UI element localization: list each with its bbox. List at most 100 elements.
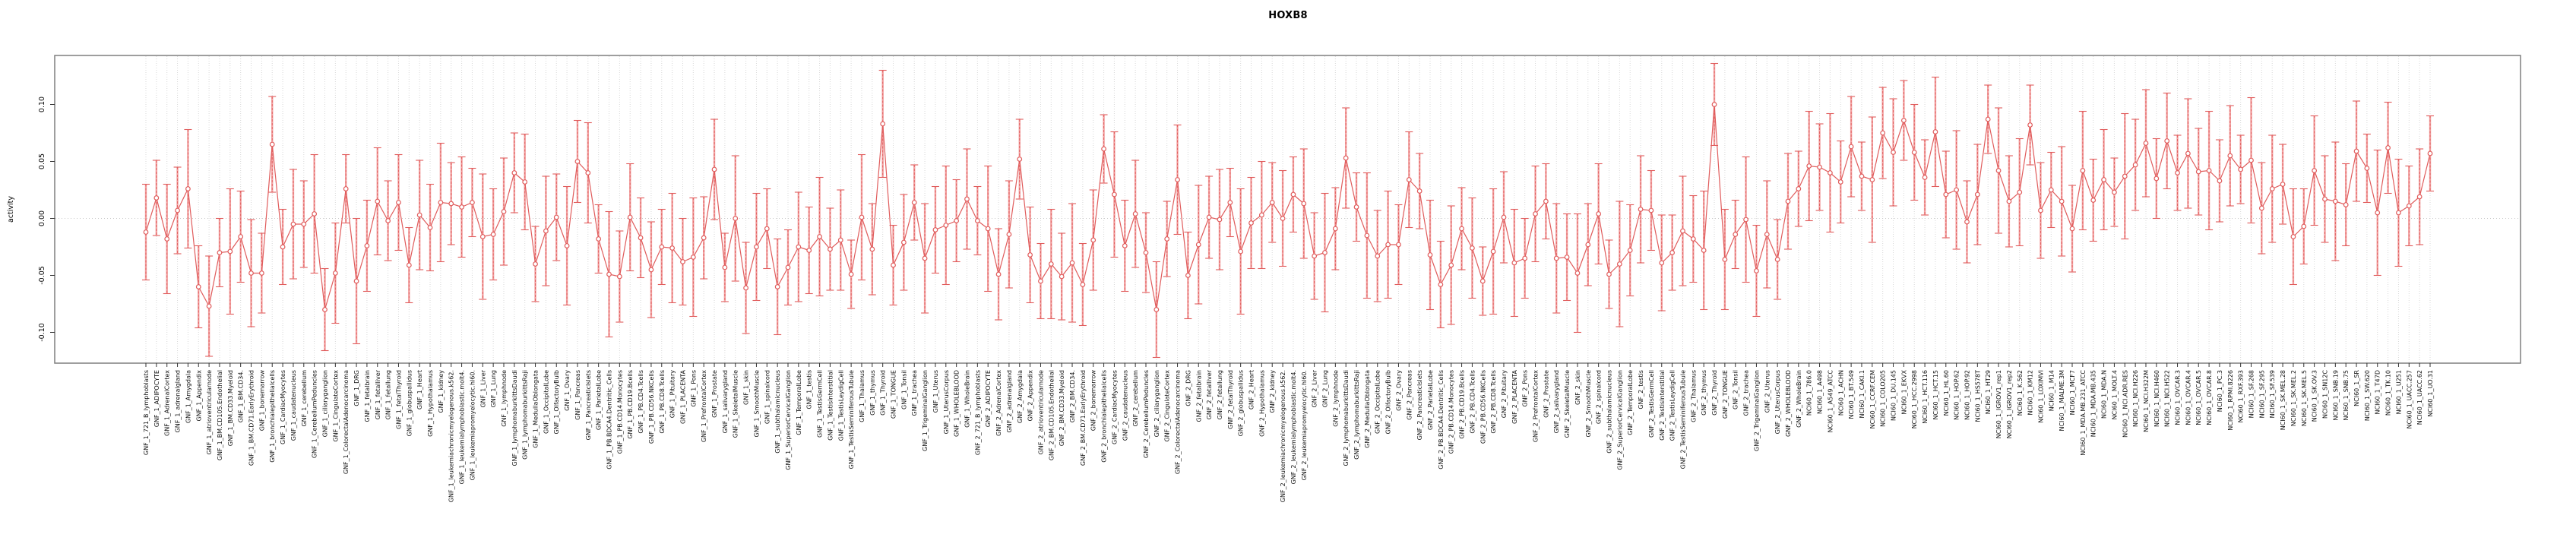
data-point	[2227, 153, 2233, 159]
x-tick-label: GNF_2_kidney	[1269, 370, 1276, 413]
data-point	[869, 246, 875, 252]
data-point	[290, 221, 296, 227]
x-tick-label: GNF_1_TemporalLobe	[796, 370, 802, 435]
x-tick-label: NCI60_1_MDA.N	[2101, 370, 2108, 419]
data-point	[1859, 173, 1865, 179]
data-point	[1943, 191, 1949, 198]
x-tick-label: GNF_1_TestisInterstitial	[827, 370, 834, 441]
data-point	[891, 262, 896, 268]
data-point	[2080, 168, 2086, 173]
x-tick-label: GNF_2_ParietalLobe	[1427, 370, 1434, 430]
x-tick-label: GNF_1_UterusCorpus	[943, 370, 950, 434]
y-tick-label: 0.10	[38, 96, 46, 112]
data-point	[985, 226, 991, 232]
data-point	[385, 218, 391, 223]
data-point	[511, 170, 517, 175]
x-tick-label: GNF_1_fetallung	[385, 370, 392, 419]
data-point	[195, 284, 201, 289]
x-tick-label: NCI60_1_HOP.62	[1954, 370, 1960, 420]
data-point	[964, 196, 970, 202]
x-tick-label: GNF_1_Thalamus	[859, 370, 866, 422]
data-point	[1974, 191, 1980, 198]
x-tick-label: NCI60_1_EKVX	[1900, 369, 1907, 414]
x-tick-label: GNF_2_caudatenucleus	[1122, 370, 1128, 441]
x-tick-label: GNF_1_lymphnode	[501, 370, 508, 427]
data-point	[1490, 248, 1496, 255]
x-tick-label: NCI60_1_T47D	[2375, 370, 2381, 414]
x-tick-label: GNF_1_TestisSeminiferousTubule	[848, 370, 855, 469]
data-point	[1616, 261, 1622, 267]
data-point	[248, 270, 254, 276]
data-point	[1911, 150, 1917, 155]
data-point	[828, 246, 833, 252]
data-point	[2027, 122, 2033, 128]
x-tick-label: GNF_2_Thalamus	[1690, 370, 1697, 422]
data-point	[1869, 177, 1875, 182]
x-tick-label: GNF_2_TestisInterstitial	[1659, 370, 1666, 441]
x-tick-label: NCI60_1_HS578T	[1974, 370, 1981, 422]
data-point	[1932, 129, 1938, 134]
x-tick-label: GNF_2_TONGUE	[1722, 370, 1729, 419]
x-tick-label: NCI60_1_NCI.ADR.RES	[2122, 370, 2128, 438]
x-tick-label: GNF_1_CerebellumPeduncles	[312, 370, 318, 458]
x-tick-label: GNF_1_CingulateCortex	[332, 370, 339, 442]
data-point	[1638, 207, 1644, 212]
x-tick-label: GNF_1_SuperiorCervicalGanglion	[785, 370, 792, 470]
data-point	[2301, 223, 2307, 229]
x-tick-label: GNF_2_PB.CD19.Bcells	[1459, 370, 1466, 439]
x-tick-label: GNF_2_fetalbrain	[1195, 370, 1202, 422]
x-axis: GNF_1_721_B_lymphoblasts GNF_1_ADIPOCYTE G…	[143, 363, 2434, 502]
x-tick-label: GNF_2_CerebellumPeduncles	[1143, 370, 1150, 458]
data-point	[1891, 150, 1896, 155]
x-tick-label: GNF_2_TestisSeminiferousTubule	[1679, 370, 1686, 469]
data-point	[2343, 202, 2349, 207]
x-tick-label: GNF_1_leukemiachronicmyelogenous.k562.	[448, 370, 455, 502]
data-point	[2280, 182, 2286, 187]
y-tick-label: -0.05	[38, 266, 46, 285]
data-point	[774, 284, 780, 289]
data-point	[1227, 200, 1233, 205]
x-tick-label: NCI60_1_IGROV1_rep2	[2006, 370, 2013, 438]
data-point	[258, 270, 264, 276]
x-tick-label: NCI60_1_CCRF.CEM	[1869, 370, 1876, 428]
data-point	[1648, 207, 1654, 213]
x-tick-label: GNF_1_Uterus	[932, 370, 939, 413]
data-point	[2059, 198, 2065, 204]
x-tick-label: GNF_2_thymus	[1701, 370, 1707, 416]
x-tick-label: NCI60_1_A549_ATCC	[1827, 370, 1834, 433]
x-tick-label: NCI60_1_SK.OV.3	[2312, 370, 2318, 422]
data-point	[2175, 170, 2180, 175]
data-point	[1774, 257, 1780, 262]
x-tick-label: NCI60_1_A498	[1817, 370, 1824, 414]
x-tick-label: GNF_1_spinalcord	[764, 370, 771, 424]
x-tick-label: GNF_1_WHOLEBLOOD	[954, 370, 960, 437]
data-point	[479, 234, 486, 239]
x-tick-label: GNF_2_Pancreas	[1406, 370, 1413, 420]
data-points	[143, 102, 2433, 312]
data-point	[1701, 248, 1707, 253]
x-tick-label: GNF_1_kidney	[438, 370, 445, 413]
data-point	[164, 236, 170, 242]
x-tick-label: GNF_1_lymphomaburkittsDaudi	[511, 370, 518, 466]
x-tick-label: GNF_2_ciliaryganglion	[1154, 370, 1160, 437]
data-point	[1522, 255, 1528, 261]
x-tick-label: NCI60_1_UO.31	[2427, 370, 2434, 417]
x-tick-label: GNF_1_Lung	[490, 370, 497, 407]
x-tick-label: GNF_2_SuperiorCervicalGanglion	[1616, 370, 1623, 470]
data-point	[2164, 138, 2170, 144]
x-tick-label: NCI60_1_OVCAR.8	[2206, 370, 2213, 425]
data-point	[1817, 164, 1822, 170]
data-point	[1659, 260, 1665, 266]
x-tick-label: GNF_2_globuspallidus	[1238, 370, 1245, 436]
data-point	[1680, 228, 1685, 234]
x-tick-label: GNF_2_721_B_lymphoblasts	[974, 370, 981, 455]
x-tick-label: NCI60_1_MOLT.4	[2111, 370, 2118, 419]
data-point	[1375, 253, 1381, 259]
data-point	[764, 226, 770, 232]
x-tick-label: GNF_1_fetalThyroid	[395, 370, 402, 429]
x-tick-label: GNF_1_subthalamicnucleus	[774, 370, 781, 454]
error-bars	[142, 62, 2434, 359]
x-tick-label: GNF_2_Appendix	[1027, 370, 1034, 422]
data-point	[722, 264, 728, 270]
